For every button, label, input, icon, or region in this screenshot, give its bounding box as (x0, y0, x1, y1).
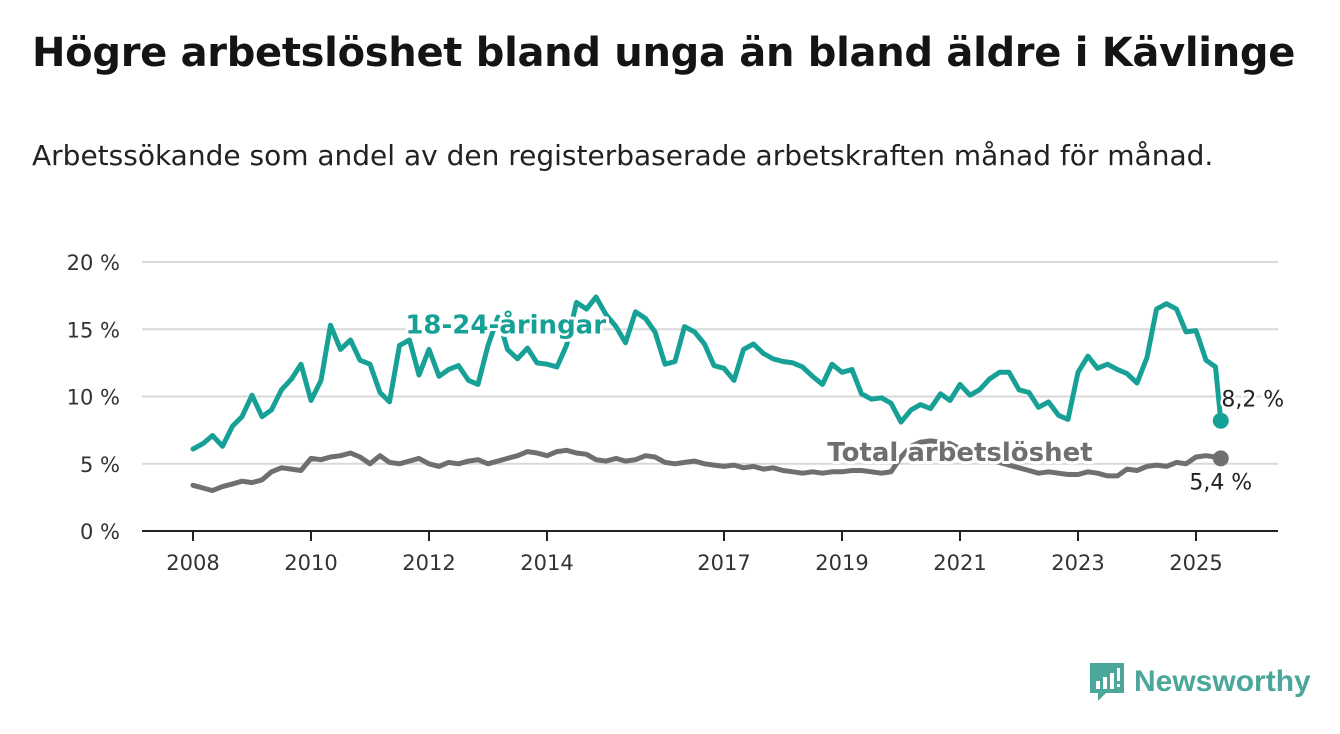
x-tick-label: 2023 (1051, 551, 1104, 575)
x-tick-label: 2010 (284, 551, 337, 575)
x-tick-label: 2019 (815, 551, 868, 575)
newsworthy-logo: Newsworthy (1088, 661, 1311, 703)
x-tick-label: 2014 (520, 551, 573, 575)
chart-subtitle: Arbetssökande som andel av den registerb… (32, 139, 1214, 172)
line-chart: 0 %5 %10 %15 %20 % 2008 2010 2012 2014 2017 2… (66, 251, 1286, 575)
y-tick-label: 10 % (67, 386, 120, 410)
y-axis-ticks: 0 % 5 % 10 % 15 % 20 % (67, 251, 120, 544)
y-tick-label: 0 % (80, 520, 120, 544)
y-tick-label: 15 % (67, 318, 120, 342)
series-line-1 (190, 438, 1224, 494)
series-labels: 18-24-åringar Total arbetslöshet 8,2 % 5,4 … (402, 305, 1286, 498)
chart-title: Högre arbetslöshet bland unga än bland ä… (32, 30, 1296, 76)
x-axis-ticks: 2008 2010 2012 2014 2017 2019 2021 2023 2025 (166, 531, 1223, 575)
newsworthy-logo-icon (1090, 663, 1124, 701)
logo-text: Newsworthy (1134, 665, 1311, 698)
series-end-point-0 (1212, 412, 1229, 429)
y-tick-label: 5 % (80, 453, 120, 477)
x-tick-label: 2021 (933, 551, 986, 575)
x-tick-label: 2012 (402, 551, 455, 575)
series-label-1: Total arbetslöshet (827, 438, 1092, 468)
end-value-label-1: 5,4 % (1189, 470, 1252, 495)
x-tick-label: 2017 (697, 551, 750, 575)
series-line-0 (190, 294, 1224, 452)
y-tick-label: 20 % (67, 251, 120, 275)
series-end-point-1 (1212, 450, 1229, 467)
end-value-label-0: 8,2 % (1221, 388, 1284, 413)
x-tick-label: 2025 (1169, 551, 1222, 575)
series-label-0: 18-24-åringar (405, 308, 606, 340)
series-lines (190, 294, 1229, 494)
x-tick-label: 2008 (166, 551, 219, 575)
